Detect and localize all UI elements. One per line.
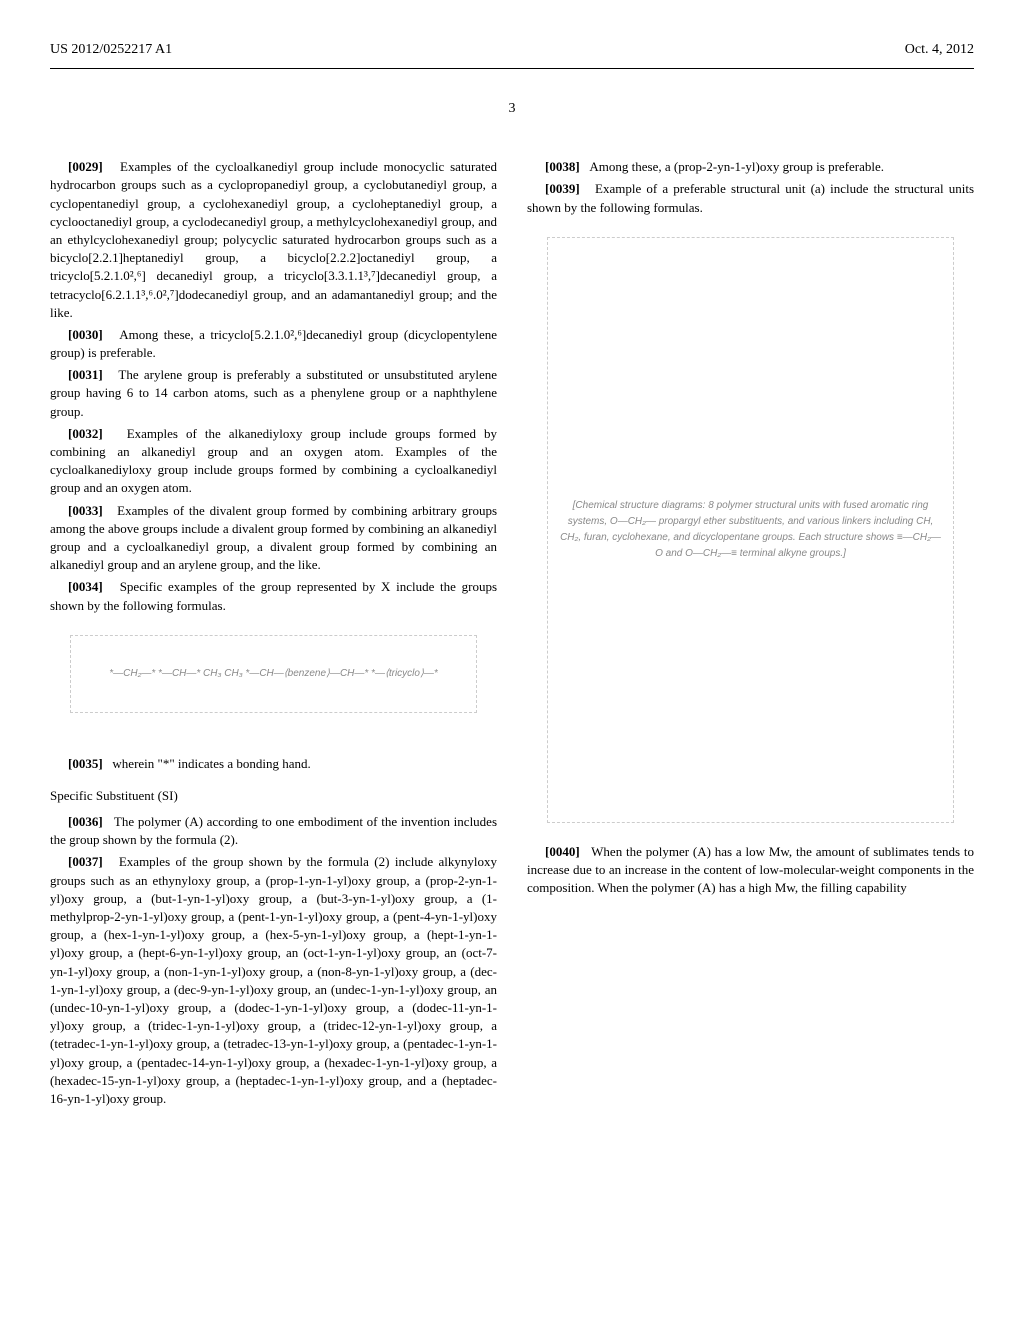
para-38-text: Among these, a (prop-2-yn-1-yl)oxy group…	[589, 159, 884, 174]
left-column: [0029] Examples of the cycloalkanediyl g…	[50, 158, 497, 1112]
paragraph-37: [0037] Examples of the group shown by th…	[50, 853, 497, 1108]
para-num-32: [0032]	[68, 426, 103, 441]
chem-structure-a-icon: [Chemical structure diagrams: 8 polymer …	[547, 237, 954, 823]
publication-date: Oct. 4, 2012	[905, 40, 974, 60]
paragraph-36: [0036] The polymer (A) according to one …	[50, 813, 497, 849]
para-num-29: [0029]	[68, 159, 103, 174]
header-rule	[50, 68, 974, 69]
formula-group-x: *—CH₂—* *—CH—* CH₃ CH₃ *—CH—⟨benzene⟩—CH…	[50, 635, 497, 735]
two-column-layout: [0029] Examples of the cycloalkanediyl g…	[50, 158, 974, 1112]
paragraph-34: [0034] Specific examples of the group re…	[50, 578, 497, 614]
chem-structure-x-icon: *—CH₂—* *—CH—* CH₃ CH₃ *—CH—⟨benzene⟩—CH…	[70, 635, 477, 713]
para-num-37: [0037]	[68, 854, 103, 869]
para-num-30: [0030]	[68, 327, 103, 342]
paragraph-31: [0031] The arylene group is preferably a…	[50, 366, 497, 421]
para-num-36: [0036]	[68, 814, 103, 829]
para-39-text: Example of a preferable structural unit …	[527, 181, 974, 214]
para-num-35: [0035]	[68, 756, 103, 771]
paragraph-40: [0040] When the polymer (A) has a low Mw…	[527, 843, 974, 898]
section-title-si: Specific Substituent (SI)	[50, 787, 497, 805]
para-32-text: Examples of the alkanediyloxy group incl…	[50, 426, 497, 496]
paragraph-33: [0033] Examples of the divalent group fo…	[50, 502, 497, 575]
para-37-text: Examples of the group shown by the formu…	[50, 854, 497, 1105]
publication-number: US 2012/0252217 A1	[50, 40, 172, 60]
para-35-text: wherein "*" indicates a bonding hand.	[112, 756, 310, 771]
para-num-38: [0038]	[545, 159, 580, 174]
page-header: US 2012/0252217 A1 Oct. 4, 2012	[50, 40, 974, 60]
formula-group-a: [Chemical structure diagrams: 8 polymer …	[527, 237, 974, 823]
para-34-text: Specific examples of the group represent…	[50, 579, 497, 612]
para-33-text: Examples of the divalent group formed by…	[50, 503, 497, 573]
paragraph-39: [0039] Example of a preferable structura…	[527, 180, 974, 216]
para-num-31: [0031]	[68, 367, 103, 382]
para-num-39: [0039]	[545, 181, 580, 196]
para-num-40: [0040]	[545, 844, 580, 859]
para-num-33: [0033]	[68, 503, 103, 518]
right-column: [0038] Among these, a (prop-2-yn-1-yl)ox…	[527, 158, 974, 1112]
para-36-text: The polymer (A) according to one embodim…	[50, 814, 497, 847]
para-num-34: [0034]	[68, 579, 103, 594]
paragraph-29: [0029] Examples of the cycloalkanediyl g…	[50, 158, 497, 322]
para-40-text: When the polymer (A) has a low Mw, the a…	[527, 844, 974, 895]
page-number: 3	[50, 99, 974, 119]
paragraph-30: [0030] Among these, a tricyclo[5.2.1.0²,…	[50, 326, 497, 362]
paragraph-38: [0038] Among these, a (prop-2-yn-1-yl)ox…	[527, 158, 974, 176]
para-31-text: The arylene group is preferably a substi…	[50, 367, 497, 418]
para-30-text: Among these, a tricyclo[5.2.1.0²,⁶]decan…	[50, 327, 497, 360]
paragraph-32: [0032] Examples of the alkanediyloxy gro…	[50, 425, 497, 498]
paragraph-35: [0035] wherein "*" indicates a bonding h…	[50, 755, 497, 773]
para-29-text: Examples of the cycloalkanediyl group in…	[50, 159, 497, 320]
